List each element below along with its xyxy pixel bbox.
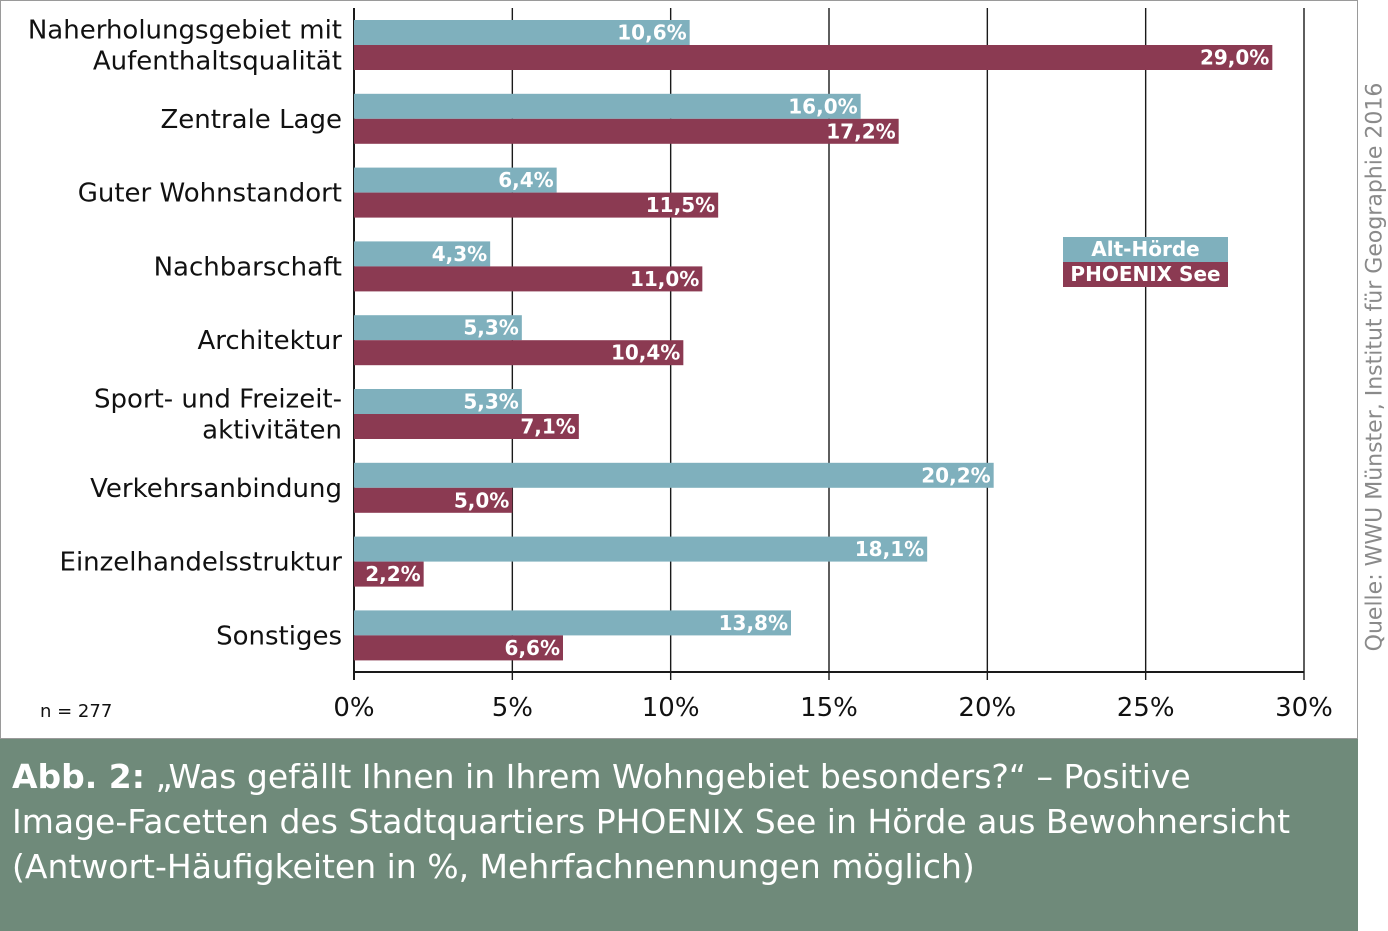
bar-phoenix-see	[354, 487, 513, 513]
figure-caption: Abb. 2: „Was gefällt Ihnen in Ihrem Wohn…	[0, 739, 1358, 931]
bar-phoenix-see	[354, 266, 703, 292]
data-label-alt-hoerde: 13,8%	[719, 611, 788, 635]
bar-alt-hoerde	[354, 315, 522, 341]
bar-phoenix-see	[354, 118, 899, 144]
x-tick-label: 10%	[642, 693, 700, 723]
bar-alt-hoerde	[354, 389, 522, 414]
bar-alt-hoerde	[354, 167, 557, 193]
legend-swatch-phoenix-see	[1063, 262, 1228, 287]
data-label-alt-hoerde: 5,3%	[463, 390, 518, 414]
data-label-alt-hoerde: 10,6%	[617, 21, 686, 45]
data-label-phoenix-see: 7,1%	[520, 415, 575, 439]
legend-label-alt-hoerde: Alt-Hörde	[1091, 237, 1199, 261]
bar-phoenix-see	[354, 192, 719, 218]
x-tick-label: 5%	[492, 693, 533, 723]
category-label: Architektur	[197, 326, 342, 356]
category-label: Zentrale Lage	[160, 105, 342, 135]
bar-phoenix-see	[354, 45, 1273, 70]
data-label-phoenix-see: 10,4%	[611, 341, 680, 365]
bar-phoenix-see	[354, 561, 424, 587]
category-label: Naherholungsgebiet mit	[28, 16, 342, 46]
category-label: Aufenthaltsqualität	[93, 47, 342, 77]
legend-swatch-alt-hoerde	[1063, 237, 1228, 262]
x-tick-label: 20%	[958, 693, 1016, 723]
data-label-alt-hoerde: 20,2%	[921, 463, 990, 487]
category-label: Sport- und Freizeit-	[94, 385, 342, 415]
data-label-phoenix-see: 2,2%	[365, 562, 420, 586]
data-label-phoenix-see: 17,2%	[826, 119, 895, 143]
bar-phoenix-see	[354, 340, 684, 366]
source-credit: Quelle: WWU Münster, Institut für Geogra…	[1362, 2, 1388, 732]
bar-alt-hoerde	[354, 610, 791, 636]
bar-phoenix-see	[354, 635, 563, 661]
source-text: Quelle: WWU Münster, Institut für Geogra…	[1362, 82, 1388, 652]
x-tick-label: 15%	[800, 693, 858, 723]
caption-label: Abb. 2:	[12, 757, 145, 796]
legend-label-phoenix-see: PHOENIX See	[1070, 262, 1220, 286]
category-label: Nachbarschaft	[154, 252, 342, 282]
x-tick-label: 25%	[1117, 693, 1175, 723]
chart-frame	[0, 0, 1358, 739]
data-label-alt-hoerde: 16,0%	[788, 94, 857, 118]
data-label-alt-hoerde: 5,3%	[463, 316, 518, 340]
bar-alt-hoerde	[354, 536, 928, 562]
category-label: Sonstiges	[216, 621, 342, 651]
category-label: Einzelhandelsstruktur	[60, 548, 343, 578]
caption-line-2: Image-Facetten des Stadtquartiers PHOENI…	[12, 802, 1291, 841]
caption-line-1: „Was gefällt Ihnen in Ihrem Wohngebiet b…	[144, 757, 1191, 796]
data-label-alt-hoerde: 18,1%	[855, 537, 924, 561]
data-label-alt-hoerde: 6,4%	[498, 168, 553, 192]
data-label-alt-hoerde: 4,3%	[432, 242, 487, 266]
data-label-phoenix-see: 6,6%	[505, 636, 560, 660]
bar-phoenix-see	[354, 414, 579, 439]
data-label-phoenix-see: 11,5%	[646, 193, 715, 217]
x-tick-label: 30%	[1275, 693, 1333, 723]
bar-alt-hoerde	[354, 20, 690, 45]
data-label-phoenix-see: 5,0%	[454, 488, 509, 512]
sample-size-note: n = 277	[40, 701, 113, 722]
data-label-phoenix-see: 29,0%	[1200, 46, 1269, 70]
bar-alt-hoerde	[354, 93, 861, 119]
category-label: Verkehrsanbindung	[90, 474, 342, 504]
category-label: aktivitäten	[202, 416, 342, 446]
bar-alt-hoerde	[354, 462, 994, 488]
caption-line-3: (Antwort-Häufigkeiten in %, Mehrfachnenn…	[12, 847, 975, 886]
data-label-phoenix-see: 11,0%	[630, 267, 699, 291]
bar-alt-hoerde	[354, 241, 491, 267]
x-tick-label: 0%	[333, 693, 374, 723]
bar-chart: 0% 5% 10% 15% 20% 25% 30% 10,6% 29,0% Naherholung…	[28, 8, 1333, 723]
category-label: Guter Wohnstandort	[78, 179, 342, 209]
